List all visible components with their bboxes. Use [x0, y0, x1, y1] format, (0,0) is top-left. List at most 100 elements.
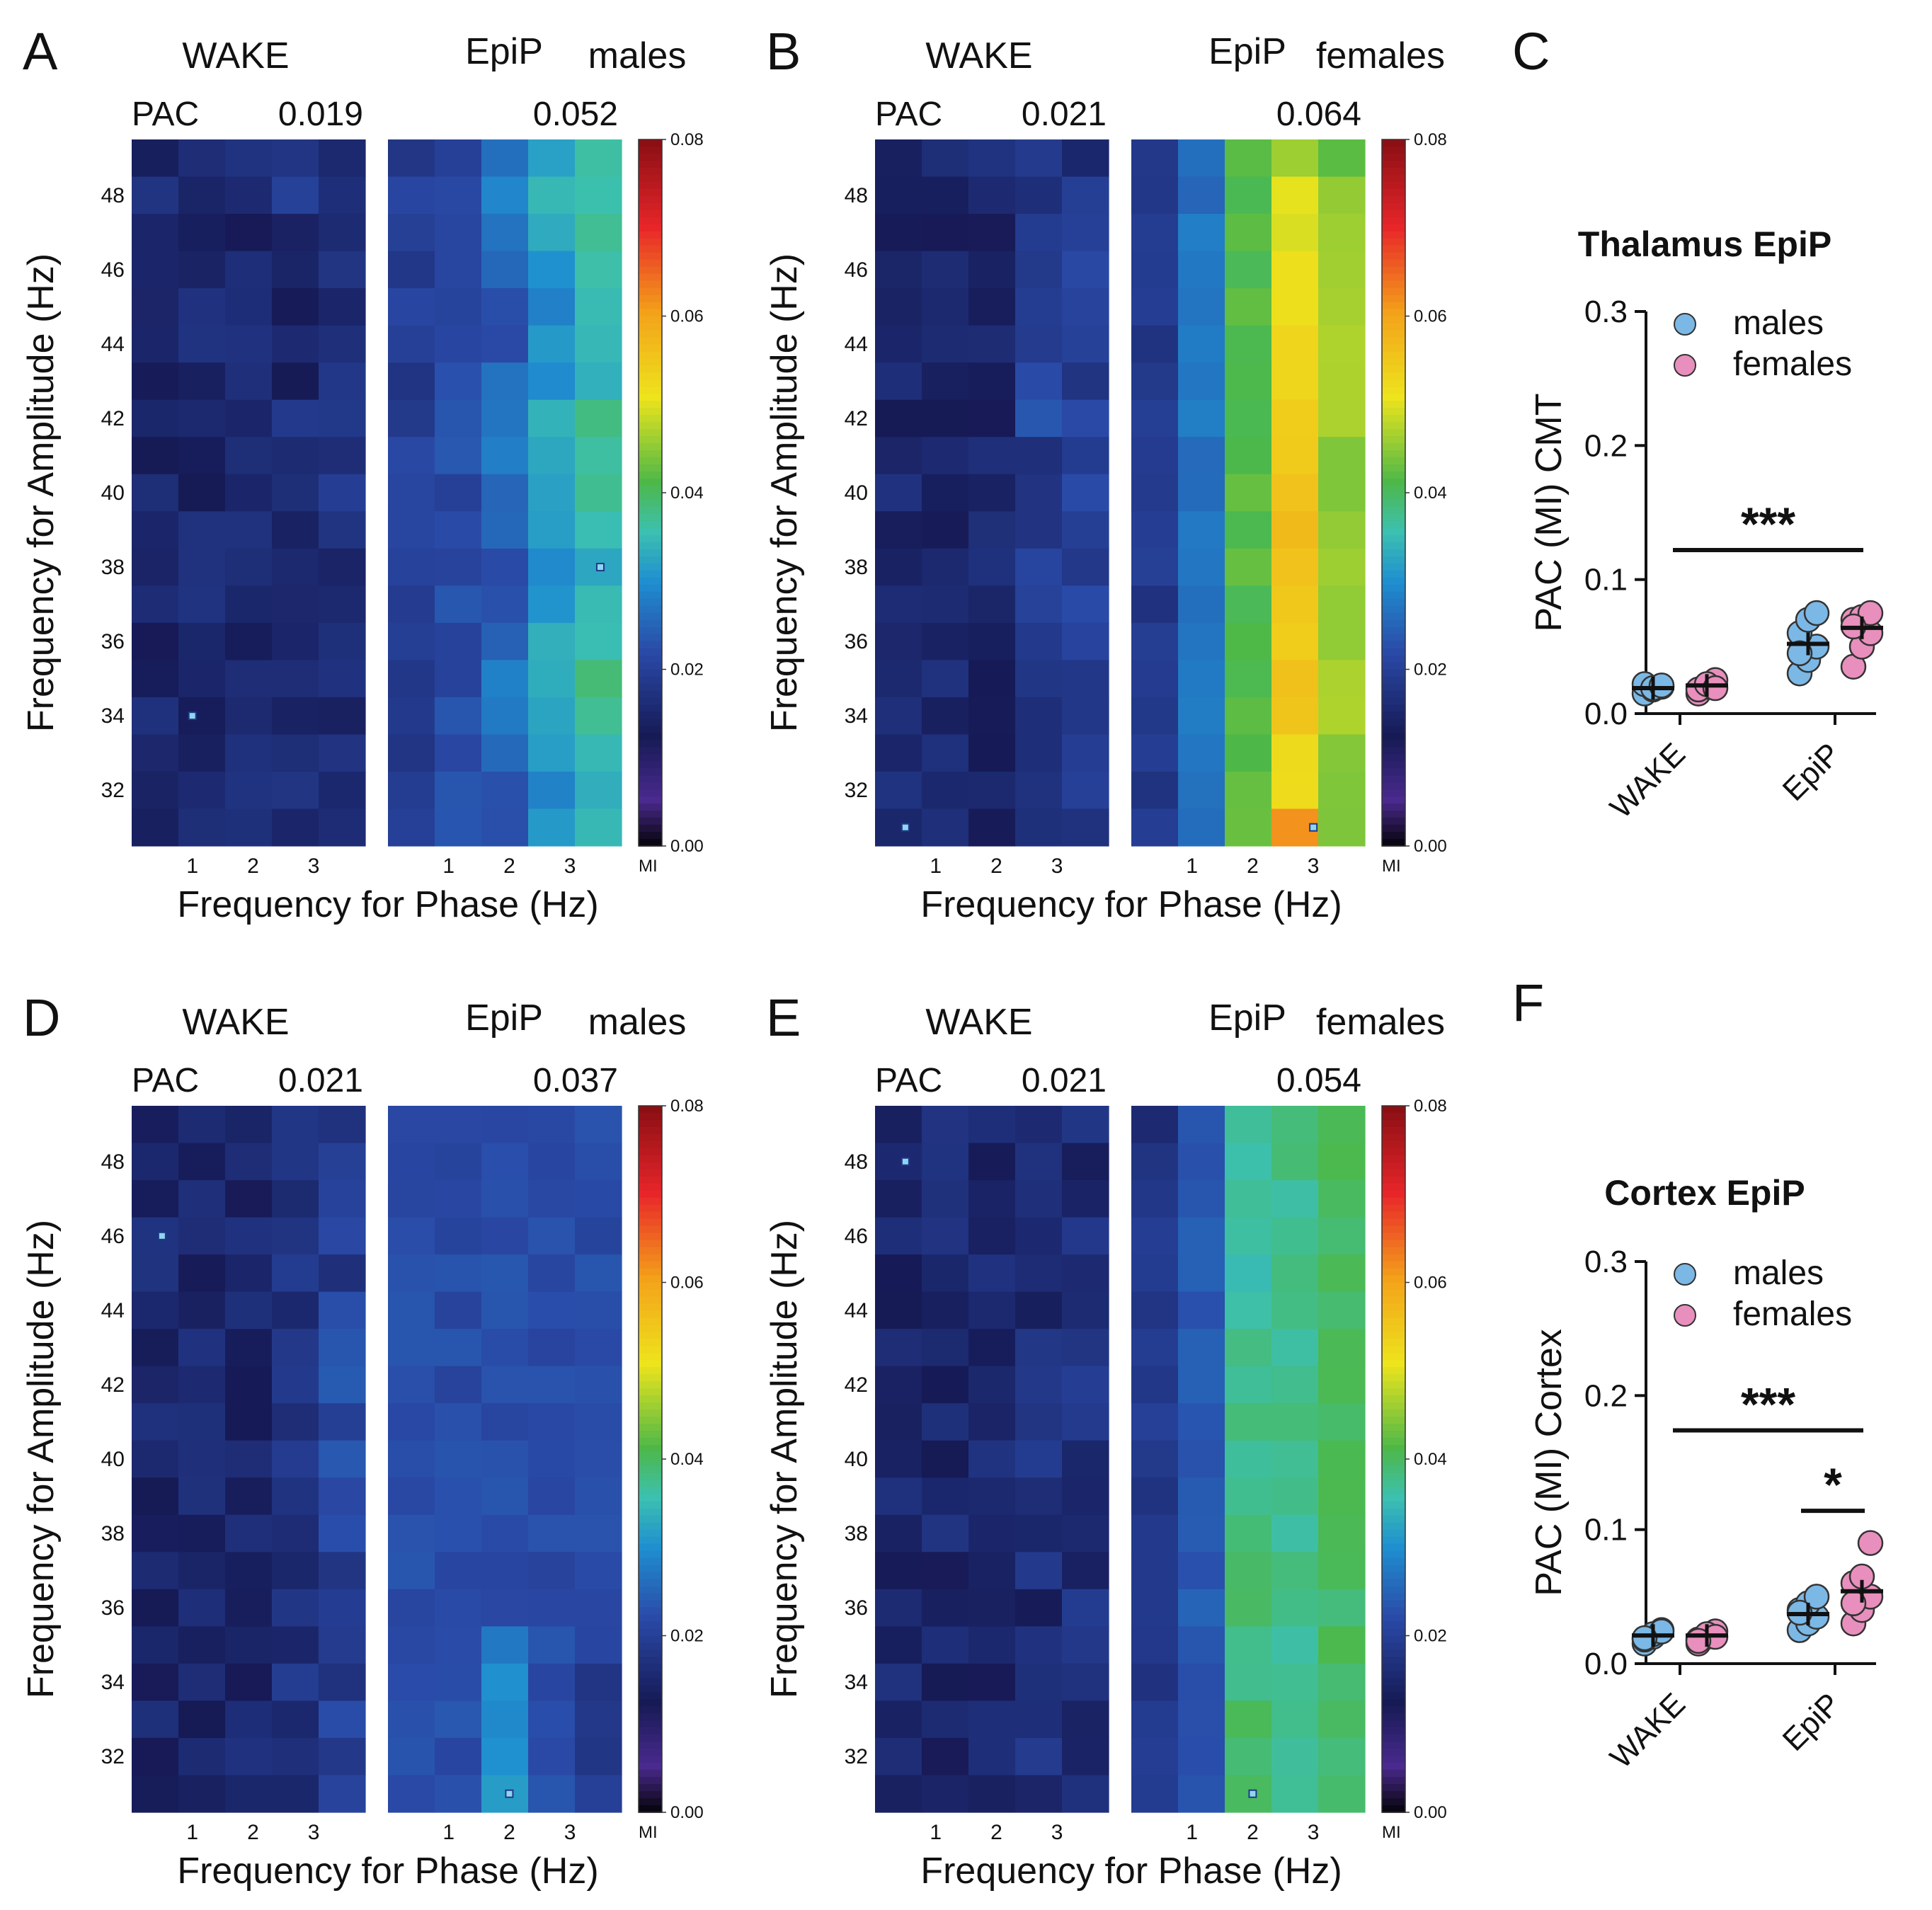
colorbar-segment — [639, 740, 662, 748]
colorbar-segment — [1382, 337, 1405, 345]
heatmap-cell — [922, 139, 969, 178]
colorbar-segment — [1382, 146, 1405, 154]
colorbar-segment — [1382, 520, 1405, 529]
heatmap-cell — [968, 1552, 1016, 1590]
legend-label: females — [1733, 1296, 1852, 1333]
heatmap-cell — [968, 362, 1016, 401]
colorbar-segment — [639, 1664, 662, 1672]
y-tick-label: 40 — [101, 481, 125, 505]
heatmap-cell — [1225, 660, 1272, 698]
heatmap-cell — [968, 1291, 1016, 1329]
colorbar-segment — [1382, 379, 1405, 388]
heatmap-cell — [575, 697, 622, 736]
colorbar-segment — [1382, 1218, 1405, 1227]
colorbar-segment — [639, 1218, 662, 1227]
heatmap-cell — [272, 1514, 319, 1552]
y-tick-label: 40 — [845, 1448, 868, 1471]
colorbar-segment — [639, 1642, 662, 1651]
colorbar-segment — [639, 697, 662, 706]
colorbar-segment — [639, 1798, 662, 1806]
heatmap-cell — [319, 548, 366, 586]
x-tick-label: WAKE — [1604, 736, 1692, 825]
heatmap-cell — [875, 288, 922, 326]
heatmap-cell — [575, 1700, 622, 1739]
heatmap-cell — [225, 1626, 273, 1664]
heatmap-cell — [1062, 325, 1109, 363]
heatmap-cell — [481, 622, 529, 661]
colorbar-segment — [1382, 1522, 1405, 1531]
heatmap-cell — [1131, 734, 1179, 772]
colorbar-segment — [1382, 1211, 1405, 1220]
colorbar-segment — [639, 796, 662, 804]
pac-label: PAC — [132, 1062, 199, 1099]
heatmap-cell — [1318, 1403, 1366, 1441]
colorbar-segment — [1382, 839, 1405, 847]
heatmap-cell — [319, 1143, 366, 1181]
heatmap-cell — [272, 808, 319, 847]
heatmap-cell — [1318, 1477, 1366, 1516]
heatmap-cell — [178, 474, 226, 512]
heatmap-cell — [481, 1143, 529, 1181]
colorbar-segment — [1382, 591, 1405, 600]
heatmap-cell — [435, 214, 482, 252]
colorbar-segment — [1382, 747, 1405, 755]
colorbar-segment — [639, 1557, 662, 1566]
heatmap-cell — [575, 1737, 622, 1776]
heatmap-cell — [435, 1329, 482, 1367]
heatmap-cell — [1318, 1737, 1366, 1776]
heatmap-cell — [875, 176, 922, 215]
heatmap-cell — [1131, 176, 1179, 215]
colorbar-segment — [1382, 1204, 1405, 1213]
heatmap-cell — [1318, 622, 1366, 661]
colorbar-segment — [1382, 825, 1405, 833]
y-tick-label: 46 — [845, 258, 868, 282]
colorbar-segment — [639, 549, 662, 557]
heatmap-cell — [481, 808, 529, 847]
heatmap-cell — [528, 771, 576, 810]
heatmap-cell — [575, 622, 622, 661]
heatmap-cell — [528, 1737, 576, 1776]
colorbar-segment — [1382, 1649, 1405, 1658]
colorbar-segment — [1382, 1742, 1405, 1749]
heatmap-cell — [178, 1143, 226, 1181]
heatmap-cell — [132, 1552, 179, 1590]
heatmap-cell — [388, 585, 435, 624]
heatmap-cell — [272, 660, 319, 698]
heatmap-cell — [178, 808, 226, 847]
heatmap-cell — [319, 1440, 366, 1478]
colorbar-segment — [639, 1388, 662, 1396]
heatmap-cell — [968, 808, 1016, 847]
colorbar-segment — [1382, 563, 1405, 571]
colorbar-segment — [639, 1431, 662, 1439]
heatmap-cell — [1225, 474, 1272, 512]
y-axis-label: PAC (MI) Cortex — [1528, 1329, 1570, 1596]
heatmap-cell — [1178, 1552, 1225, 1590]
colorbar-segment — [1382, 619, 1405, 628]
peak-marker — [1248, 1789, 1257, 1798]
heatmap-cell — [481, 734, 529, 772]
heatmap-cell — [1015, 1106, 1063, 1144]
heatmap-cell — [388, 660, 435, 698]
heatmap-cell — [528, 325, 576, 363]
heatmap-cell — [388, 697, 435, 736]
colorbar-segment — [639, 252, 662, 261]
heatmap-cell — [178, 548, 226, 586]
colorbar-segment — [639, 1381, 662, 1389]
y-tick-label: 42 — [101, 407, 125, 430]
y-tick-label: 44 — [101, 333, 125, 356]
heatmap-cell — [575, 362, 622, 401]
heatmap-cell — [1015, 1514, 1063, 1552]
heatmap-cell — [1271, 1440, 1319, 1478]
colorbar-segment — [639, 1756, 662, 1763]
heatmap-cell — [1225, 1329, 1272, 1367]
colorbar-segment — [639, 1360, 662, 1368]
colorbar-segment — [1382, 1240, 1405, 1248]
heatmap-cell — [575, 734, 622, 772]
colorbar-segment — [1382, 493, 1405, 501]
wake-title: WAKE — [182, 35, 289, 76]
colorbar-segment — [639, 1649, 662, 1658]
colorbar-tick-label: 0.04 — [670, 484, 704, 503]
heatmap-cell — [1015, 399, 1063, 438]
